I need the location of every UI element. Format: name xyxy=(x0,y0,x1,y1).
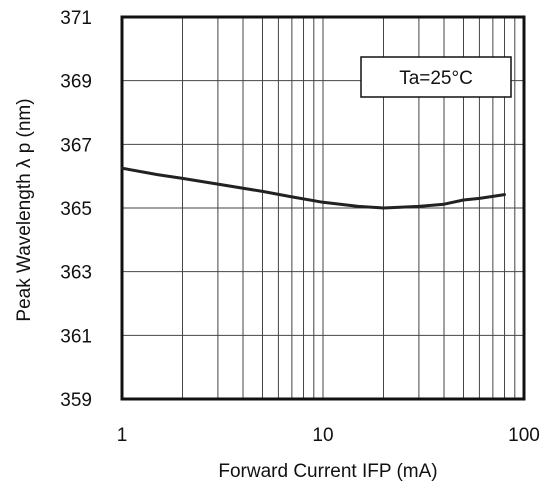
y-tick-label: 369 xyxy=(60,72,92,93)
x-tick-label: 1 xyxy=(117,425,128,446)
y-tick-label: 363 xyxy=(60,263,92,284)
y-axis-label: Peak Wavelength λ p (nm) xyxy=(14,98,35,321)
y-tick-label: 371 xyxy=(60,8,92,29)
plot-frame xyxy=(120,15,526,401)
x-tick-label: 100 xyxy=(508,425,540,446)
y-tick-label: 361 xyxy=(60,326,92,347)
annotation-text: Ta=25°C xyxy=(399,68,473,89)
y-tick-label: 365 xyxy=(60,199,92,220)
y-tick-label: 359 xyxy=(60,390,92,411)
chart-series xyxy=(120,166,506,210)
annotation-box: Ta=25°C xyxy=(360,56,512,98)
series-line xyxy=(120,166,506,210)
y-tick-label: 367 xyxy=(60,135,92,156)
y-tick-labels: 359 361 363 365 367 369 371 xyxy=(60,8,92,411)
x-tick-labels: 1 10 100 xyxy=(117,425,540,446)
x-tick-label: 10 xyxy=(312,425,333,446)
x-axis-label: Forward Current IFP (mA) xyxy=(218,461,437,482)
